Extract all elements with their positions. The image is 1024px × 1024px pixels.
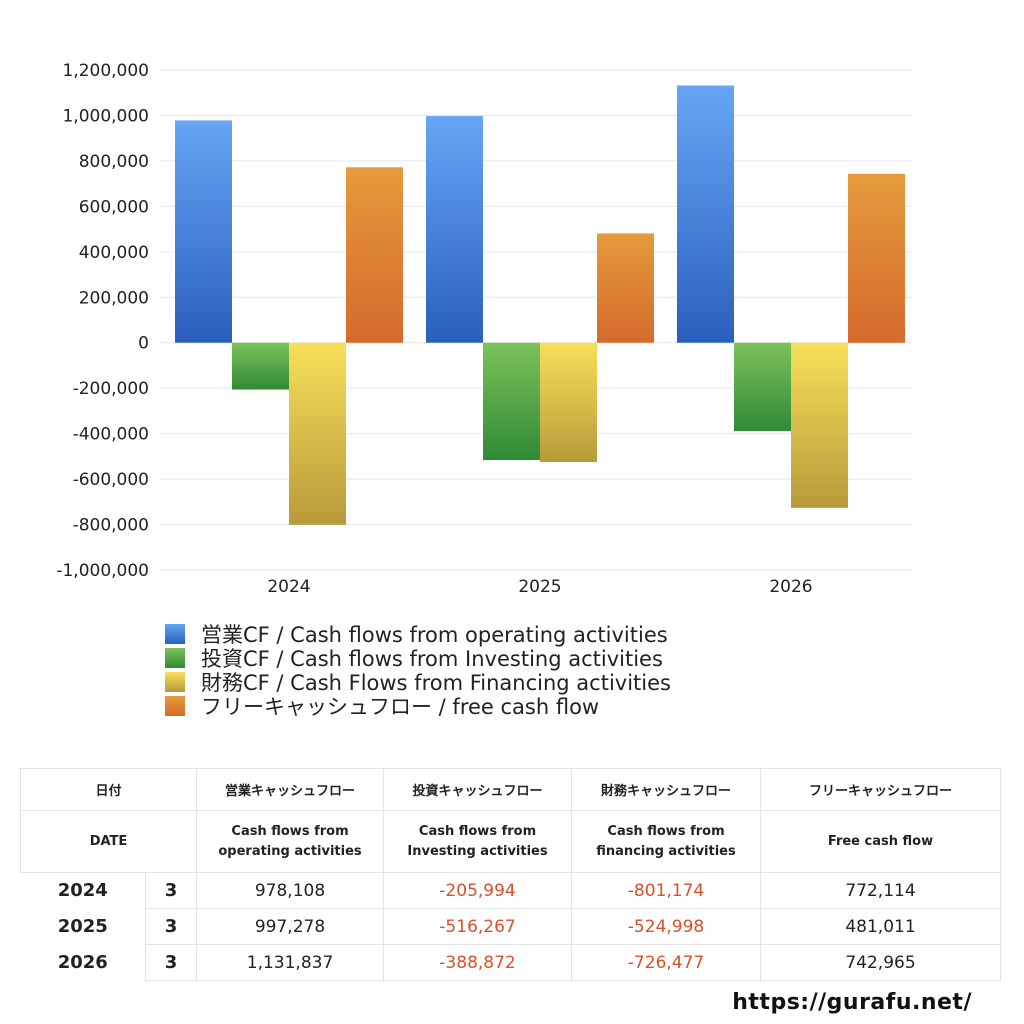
legend-item: 投資CF / Cash flows from Investing activit… bbox=[165, 646, 671, 671]
header-date-jp: 日付 bbox=[19, 768, 198, 811]
table-row: 2024 3 978,108 -205,994 -801,174 772,114 bbox=[21, 872, 1002, 909]
bar-2026-series-2 bbox=[791, 342, 848, 508]
y-tick-label: -400,000 bbox=[73, 425, 149, 445]
row-investing: -388,872 bbox=[383, 944, 573, 981]
header-operating-en: Cash flows from operating activities bbox=[196, 810, 385, 873]
row-month: 3 bbox=[144, 944, 198, 981]
legend-label: 投資CF / Cash flows from Investing activit… bbox=[201, 647, 663, 671]
row-operating: 1,131,837 bbox=[196, 944, 385, 981]
y-tick-label: 0 bbox=[138, 334, 149, 354]
row-operating: 978,108 bbox=[196, 872, 385, 909]
row-operating: 997,278 bbox=[196, 908, 385, 945]
row-investing: -516,267 bbox=[383, 908, 573, 945]
cash-flow-table: 日付 営業キャッシュフロー 投資キャッシュフロー 財務キャッシュフロー フリーキ… bbox=[19, 768, 1002, 981]
row-financing: -726,477 bbox=[571, 944, 762, 981]
row-financing: -801,174 bbox=[571, 872, 762, 909]
bar-2025-series-0 bbox=[426, 116, 483, 343]
row-financing: -524,998 bbox=[571, 908, 762, 945]
legend-item: 財務CF / Cash Flows from Financing activit… bbox=[165, 670, 671, 695]
table-row: 2025 3 997,278 -516,267 -524,998 481,011 bbox=[21, 908, 1002, 945]
header-investing-en-text: Cash flows from Investing activities bbox=[407, 823, 548, 859]
bars bbox=[175, 85, 905, 525]
bar-2026-series-1 bbox=[734, 342, 791, 432]
row-month: 3 bbox=[144, 908, 198, 945]
x-category-label: 2024 bbox=[267, 577, 310, 597]
bar-2026-series-0 bbox=[677, 85, 734, 343]
row-investing: -205,994 bbox=[383, 872, 573, 909]
header-investing-jp: 投資キャッシュフロー bbox=[383, 768, 573, 811]
header-financing-jp: 財務キャッシュフロー bbox=[571, 768, 762, 811]
y-tick-label: 1,000,000 bbox=[62, 106, 149, 126]
header-financing-en: Cash flows from financing activities bbox=[571, 810, 762, 873]
site-url-link[interactable]: https://gurafu.net/ bbox=[732, 990, 972, 1015]
bar-2024-series-3 bbox=[346, 167, 403, 343]
chart-legend: 営業CF / Cash flows from operating activit… bbox=[165, 622, 671, 719]
legend-label: 営業CF / Cash flows from operating activit… bbox=[201, 623, 668, 647]
legend-swatch bbox=[165, 624, 185, 644]
y-tick-label: -600,000 bbox=[73, 470, 149, 490]
y-axis-ticks: 1,200,000 1,000,000 800,000 600,000 400,000 2… bbox=[56, 61, 149, 581]
x-category-label: 2026 bbox=[769, 577, 812, 597]
y-tick-label: -800,000 bbox=[73, 516, 149, 536]
row-free: 772,114 bbox=[760, 872, 1002, 909]
row-year: 2026 bbox=[57, 952, 108, 973]
header-investing-en: Cash flows from Investing activities bbox=[383, 810, 573, 873]
header-operating-jp: 営業キャッシュフロー bbox=[196, 768, 385, 811]
cash-flow-bar-chart: 1,200,000 1,000,000 800,000 600,000 400,000 2… bbox=[56, 61, 913, 597]
y-tick-label: -200,000 bbox=[73, 379, 149, 399]
header-free-en: Free cash flow bbox=[760, 810, 1002, 873]
row-year: 2024 bbox=[57, 880, 108, 902]
row-free: 481,011 bbox=[760, 908, 1002, 945]
bar-2024-series-1 bbox=[232, 342, 289, 390]
header-operating-en-text: Cash flows from operating activities bbox=[218, 823, 362, 859]
legend-swatch bbox=[165, 672, 185, 692]
x-category-label: 2025 bbox=[518, 577, 561, 597]
y-tick-label: 200,000 bbox=[79, 288, 149, 308]
bar-2024-series-0 bbox=[175, 120, 232, 343]
bar-2025-series-3 bbox=[597, 233, 654, 343]
y-tick-label: 600,000 bbox=[79, 197, 149, 217]
legend-item: フリーキャッシュフロー / free cash flow bbox=[165, 694, 671, 719]
y-tick-label: -1,000,000 bbox=[56, 561, 149, 581]
bar-2025-series-2 bbox=[540, 342, 597, 463]
bar-2026-series-3 bbox=[848, 173, 905, 343]
y-tick-label: 1,200,000 bbox=[62, 61, 149, 81]
legend-label: 財務CF / Cash Flows from Financing activit… bbox=[201, 671, 671, 695]
row-month: 3 bbox=[144, 872, 198, 909]
y-tick-label: 400,000 bbox=[79, 243, 149, 263]
row-year: 2025 bbox=[57, 916, 108, 937]
x-axis-categories: 2024 2025 2026 bbox=[267, 577, 812, 597]
y-tick-label: 800,000 bbox=[79, 152, 149, 172]
legend-label: フリーキャッシュフロー / free cash flow bbox=[201, 695, 600, 719]
header-free-jp: フリーキャッシュフロー bbox=[760, 768, 1002, 811]
bar-2025-series-1 bbox=[483, 342, 540, 461]
legend-swatch bbox=[165, 696, 185, 716]
header-date-en: DATE bbox=[19, 810, 198, 873]
header-financing-en-text: Cash flows from financing activities bbox=[596, 823, 736, 859]
row-free: 742,965 bbox=[760, 944, 1002, 981]
bar-2024-series-2 bbox=[289, 342, 346, 525]
table-row: 2026 3 1,131,837 -388,872 -726,477 742,9… bbox=[21, 944, 1002, 981]
legend-item: 営業CF / Cash flows from operating activit… bbox=[165, 622, 671, 647]
legend-swatch bbox=[165, 648, 185, 668]
